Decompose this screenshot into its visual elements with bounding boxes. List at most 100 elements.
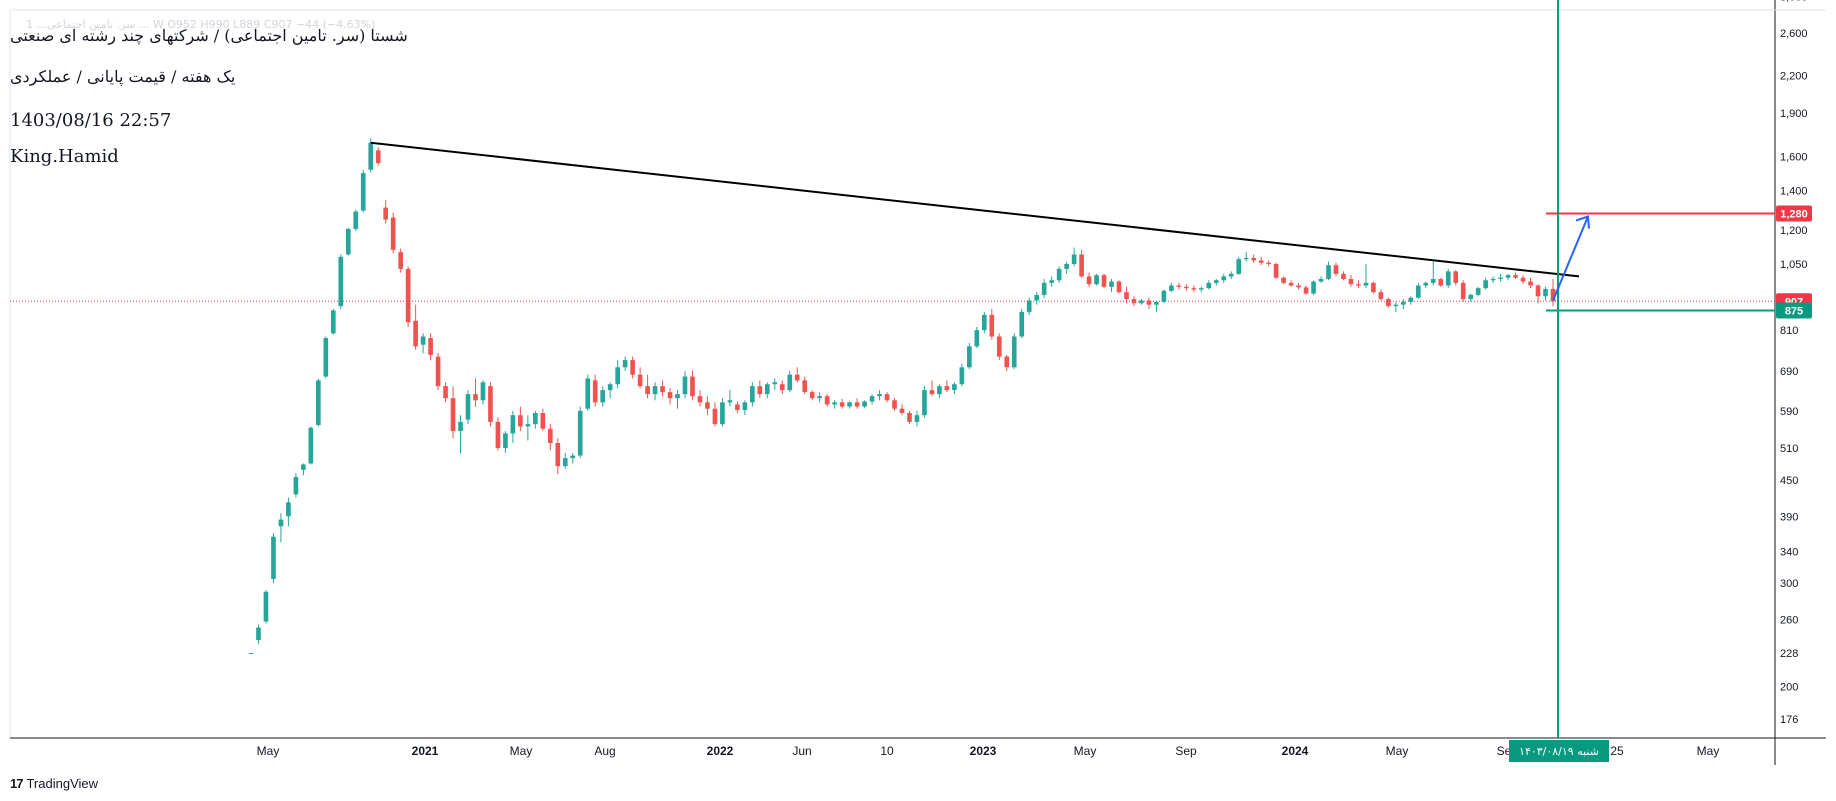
candle-body[interactable] bbox=[1266, 262, 1271, 264]
candle-body[interactable] bbox=[1296, 285, 1301, 288]
candle-body[interactable] bbox=[323, 338, 329, 377]
candle-body[interactable] bbox=[1176, 285, 1182, 287]
candle-body[interactable] bbox=[615, 367, 620, 385]
candle-body[interactable] bbox=[974, 330, 980, 347]
candle-body[interactable] bbox=[480, 382, 486, 401]
candle-body[interactable] bbox=[510, 415, 516, 434]
candle-body[interactable] bbox=[1086, 276, 1092, 285]
candle-body[interactable] bbox=[1124, 292, 1129, 300]
candle-body[interactable] bbox=[1408, 297, 1414, 302]
candle-body[interactable] bbox=[383, 207, 389, 220]
candle-body[interactable] bbox=[435, 356, 441, 387]
candle-body[interactable] bbox=[712, 408, 718, 425]
candle-body[interactable] bbox=[1101, 275, 1107, 287]
candle-body[interactable] bbox=[892, 400, 897, 409]
candle-body[interactable] bbox=[458, 421, 463, 432]
candle-body[interactable] bbox=[256, 627, 261, 640]
candle-body[interactable] bbox=[390, 217, 396, 250]
candle-body[interactable] bbox=[622, 360, 628, 368]
candle-body[interactable] bbox=[607, 384, 613, 391]
candle-body[interactable] bbox=[787, 374, 793, 391]
candle-body[interactable] bbox=[847, 402, 852, 407]
candle-body[interactable] bbox=[308, 427, 314, 464]
candle-body[interactable] bbox=[1109, 281, 1114, 287]
trendline[interactable] bbox=[370, 141, 1580, 278]
candle-body[interactable] bbox=[1483, 280, 1488, 289]
candle-body[interactable] bbox=[301, 464, 306, 470]
candle-body[interactable] bbox=[899, 408, 905, 414]
candle-body[interactable] bbox=[405, 268, 411, 323]
candle-body[interactable] bbox=[981, 314, 987, 331]
candle-body[interactable] bbox=[757, 386, 763, 395]
candle-body[interactable] bbox=[877, 394, 882, 397]
tradingview-logo[interactable]: 17 TradingView bbox=[10, 776, 98, 791]
candle-body[interactable] bbox=[862, 401, 867, 407]
candle-body[interactable] bbox=[592, 380, 598, 403]
candle-body[interactable] bbox=[1094, 275, 1099, 285]
candle-body[interactable] bbox=[996, 336, 1002, 357]
candle-body[interactable] bbox=[1004, 356, 1010, 368]
candle-body[interactable] bbox=[1318, 278, 1324, 282]
candle-body[interactable] bbox=[750, 386, 755, 403]
candle-body[interactable] bbox=[428, 338, 433, 355]
candle-body[interactable] bbox=[585, 378, 591, 409]
candle-body[interactable] bbox=[817, 396, 823, 399]
candle-body[interactable] bbox=[316, 380, 321, 426]
candle-body[interactable] bbox=[330, 310, 336, 334]
candle-body[interactable] bbox=[1026, 300, 1032, 312]
candle-body[interactable] bbox=[1071, 254, 1077, 264]
candle-body[interactable] bbox=[742, 402, 748, 410]
candle-body[interactable] bbox=[1303, 287, 1309, 294]
candle-body[interactable] bbox=[1079, 254, 1084, 277]
candle-body[interactable] bbox=[503, 433, 508, 448]
candle-body[interactable] bbox=[420, 336, 426, 345]
candle-body[interactable] bbox=[1236, 259, 1242, 274]
candle-body[interactable] bbox=[967, 346, 972, 368]
candle-body[interactable] bbox=[1221, 276, 1227, 281]
candle-body[interactable] bbox=[248, 653, 254, 655]
candle-body[interactable] bbox=[1258, 260, 1264, 263]
candle-body[interactable] bbox=[518, 415, 523, 427]
candle-body[interactable] bbox=[443, 386, 448, 399]
candle-body[interactable] bbox=[1378, 292, 1384, 300]
candle-body[interactable] bbox=[832, 402, 837, 405]
candle-body[interactable] bbox=[720, 402, 725, 425]
candle-body[interactable] bbox=[1348, 278, 1354, 285]
candle-body[interactable] bbox=[1049, 280, 1054, 283]
candle-body[interactable] bbox=[1363, 282, 1369, 286]
candle-body[interactable] bbox=[1445, 271, 1451, 286]
candle-body[interactable] bbox=[1326, 265, 1331, 279]
candle-body[interactable] bbox=[667, 392, 673, 399]
candle-body[interactable] bbox=[1401, 301, 1406, 305]
candle-body[interactable] bbox=[1438, 278, 1444, 286]
candle-body[interactable] bbox=[937, 386, 942, 395]
candle-body[interactable] bbox=[547, 428, 553, 444]
candle-body[interactable] bbox=[1213, 280, 1219, 283]
candle-body[interactable] bbox=[1064, 263, 1069, 269]
candle-body[interactable] bbox=[989, 314, 995, 337]
candle-body[interactable] bbox=[1288, 282, 1294, 286]
candle-body[interactable] bbox=[839, 402, 845, 407]
candle-body[interactable] bbox=[764, 384, 770, 395]
candle-body[interactable] bbox=[1056, 268, 1062, 281]
candle-body[interactable] bbox=[1191, 288, 1197, 290]
candle-body[interactable] bbox=[735, 404, 740, 410]
candle-body[interactable] bbox=[562, 458, 568, 467]
candle-body[interactable] bbox=[360, 173, 366, 211]
candle-body[interactable] bbox=[1513, 275, 1518, 278]
candle-body[interactable] bbox=[869, 396, 875, 402]
candle-body[interactable] bbox=[952, 384, 957, 391]
candle-body[interactable] bbox=[398, 252, 403, 269]
candle-body[interactable] bbox=[286, 502, 291, 517]
candle-body[interactable] bbox=[1415, 285, 1421, 298]
candle-body[interactable] bbox=[1011, 336, 1017, 368]
candle-body[interactable] bbox=[293, 477, 299, 495]
candle-body[interactable] bbox=[1520, 277, 1526, 282]
candle-body[interactable] bbox=[637, 374, 643, 387]
candle-body[interactable] bbox=[488, 386, 493, 422]
candle-body[interactable] bbox=[959, 367, 965, 385]
candle-body[interactable] bbox=[570, 455, 576, 459]
candle-body[interactable] bbox=[1281, 277, 1286, 283]
candle-body[interactable] bbox=[540, 413, 546, 429]
